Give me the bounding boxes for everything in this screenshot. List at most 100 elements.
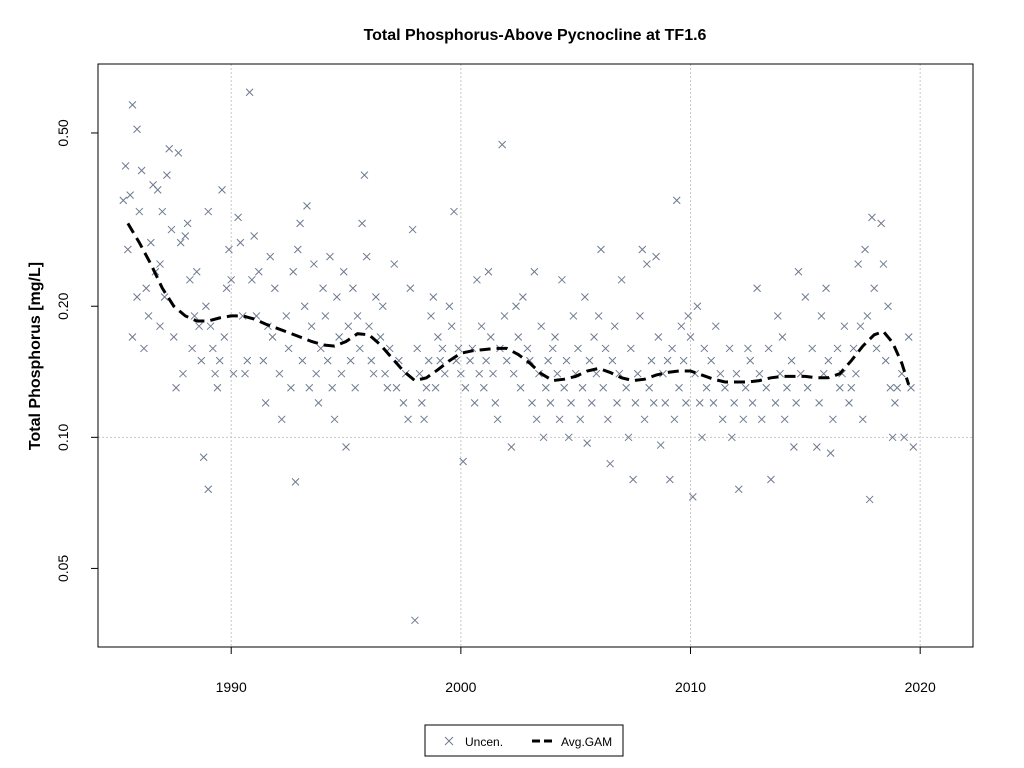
data-point (367, 356, 376, 365)
data-point (808, 344, 817, 353)
data-point (220, 333, 229, 341)
data-point (629, 475, 637, 484)
data-point (121, 162, 130, 170)
data-point (376, 333, 385, 341)
data-point (484, 267, 493, 276)
data-point (734, 485, 743, 494)
data-point (695, 398, 704, 407)
data-point (702, 383, 711, 392)
data-point (631, 398, 640, 407)
data-point (581, 293, 589, 301)
data-point (665, 475, 674, 484)
data-point (445, 302, 454, 311)
data-point (245, 88, 254, 97)
data-point (169, 333, 178, 341)
data-point (156, 322, 164, 331)
data-point (716, 369, 725, 378)
data-point (275, 369, 284, 378)
data-point (378, 302, 387, 311)
data-point (773, 312, 782, 320)
data-point (787, 356, 796, 365)
data-point (535, 369, 543, 378)
data-point (298, 356, 307, 365)
data-point (229, 369, 238, 378)
data-point (259, 356, 268, 365)
data-point (622, 383, 631, 392)
data-point (137, 166, 146, 175)
data-point (142, 284, 151, 293)
legend-box (424, 724, 624, 757)
data-point (530, 267, 539, 276)
data-point (863, 312, 872, 320)
data-point (133, 293, 141, 301)
data-point (564, 433, 573, 442)
data-point (647, 356, 656, 365)
data-point (489, 369, 497, 378)
data-point (202, 302, 210, 311)
data-point (626, 344, 635, 353)
data-point (583, 439, 592, 447)
data-point (725, 344, 734, 353)
data-point (360, 171, 369, 180)
data-point (553, 369, 562, 378)
data-point (523, 344, 532, 353)
data-point (546, 398, 555, 407)
data-point (303, 202, 311, 210)
data-point (326, 252, 334, 261)
data-point (475, 369, 484, 378)
data-point (222, 284, 231, 293)
data-point (128, 101, 137, 109)
data-point (686, 333, 695, 341)
data-point (551, 333, 559, 341)
x-tick-label-2020: 2020 (905, 679, 936, 695)
data-point (328, 383, 337, 392)
x-tick-label-2000: 2000 (445, 679, 476, 695)
data-point (491, 398, 500, 407)
data-point (767, 475, 775, 484)
data-point (415, 369, 424, 378)
data-point (615, 369, 624, 378)
data-point (213, 383, 222, 392)
data-point (133, 125, 141, 134)
data-point (199, 453, 208, 462)
data-point (567, 398, 575, 407)
data-point (234, 213, 242, 222)
data-point (319, 284, 327, 293)
x-tick-label-1990: 1990 (216, 679, 247, 695)
y-tick-label-0: 0.05 (55, 555, 71, 582)
data-point (872, 344, 881, 353)
data-point (183, 219, 192, 228)
data-point (870, 284, 879, 293)
data-point (337, 369, 346, 378)
data-point (613, 398, 621, 407)
y-tick-label-2: 0.20 (55, 292, 71, 319)
data-point (574, 344, 582, 353)
data-point (558, 275, 566, 284)
data-point (369, 369, 378, 378)
data-point (778, 333, 787, 341)
data-point (812, 443, 821, 451)
data-point (865, 495, 874, 504)
data-point (153, 186, 162, 194)
data-point (608, 356, 617, 365)
x-tick-label-2010: 2010 (675, 679, 706, 695)
data-point (904, 333, 913, 341)
data-point (431, 383, 440, 392)
data-point (422, 383, 431, 392)
data-point (236, 238, 245, 247)
legend-marker-uncen (444, 736, 454, 746)
data-point (342, 443, 350, 451)
data-point (479, 383, 488, 392)
data-point (845, 398, 853, 407)
data-point (300, 302, 309, 311)
data-point (181, 232, 190, 240)
data-point (305, 383, 314, 392)
data-point (126, 191, 135, 199)
data-point (578, 383, 587, 392)
data-point (351, 383, 360, 392)
data-point (486, 333, 495, 341)
y-tick-label-3: 0.50 (55, 119, 71, 146)
data-point (268, 333, 277, 341)
data-point (728, 433, 736, 442)
data-point (406, 284, 415, 293)
